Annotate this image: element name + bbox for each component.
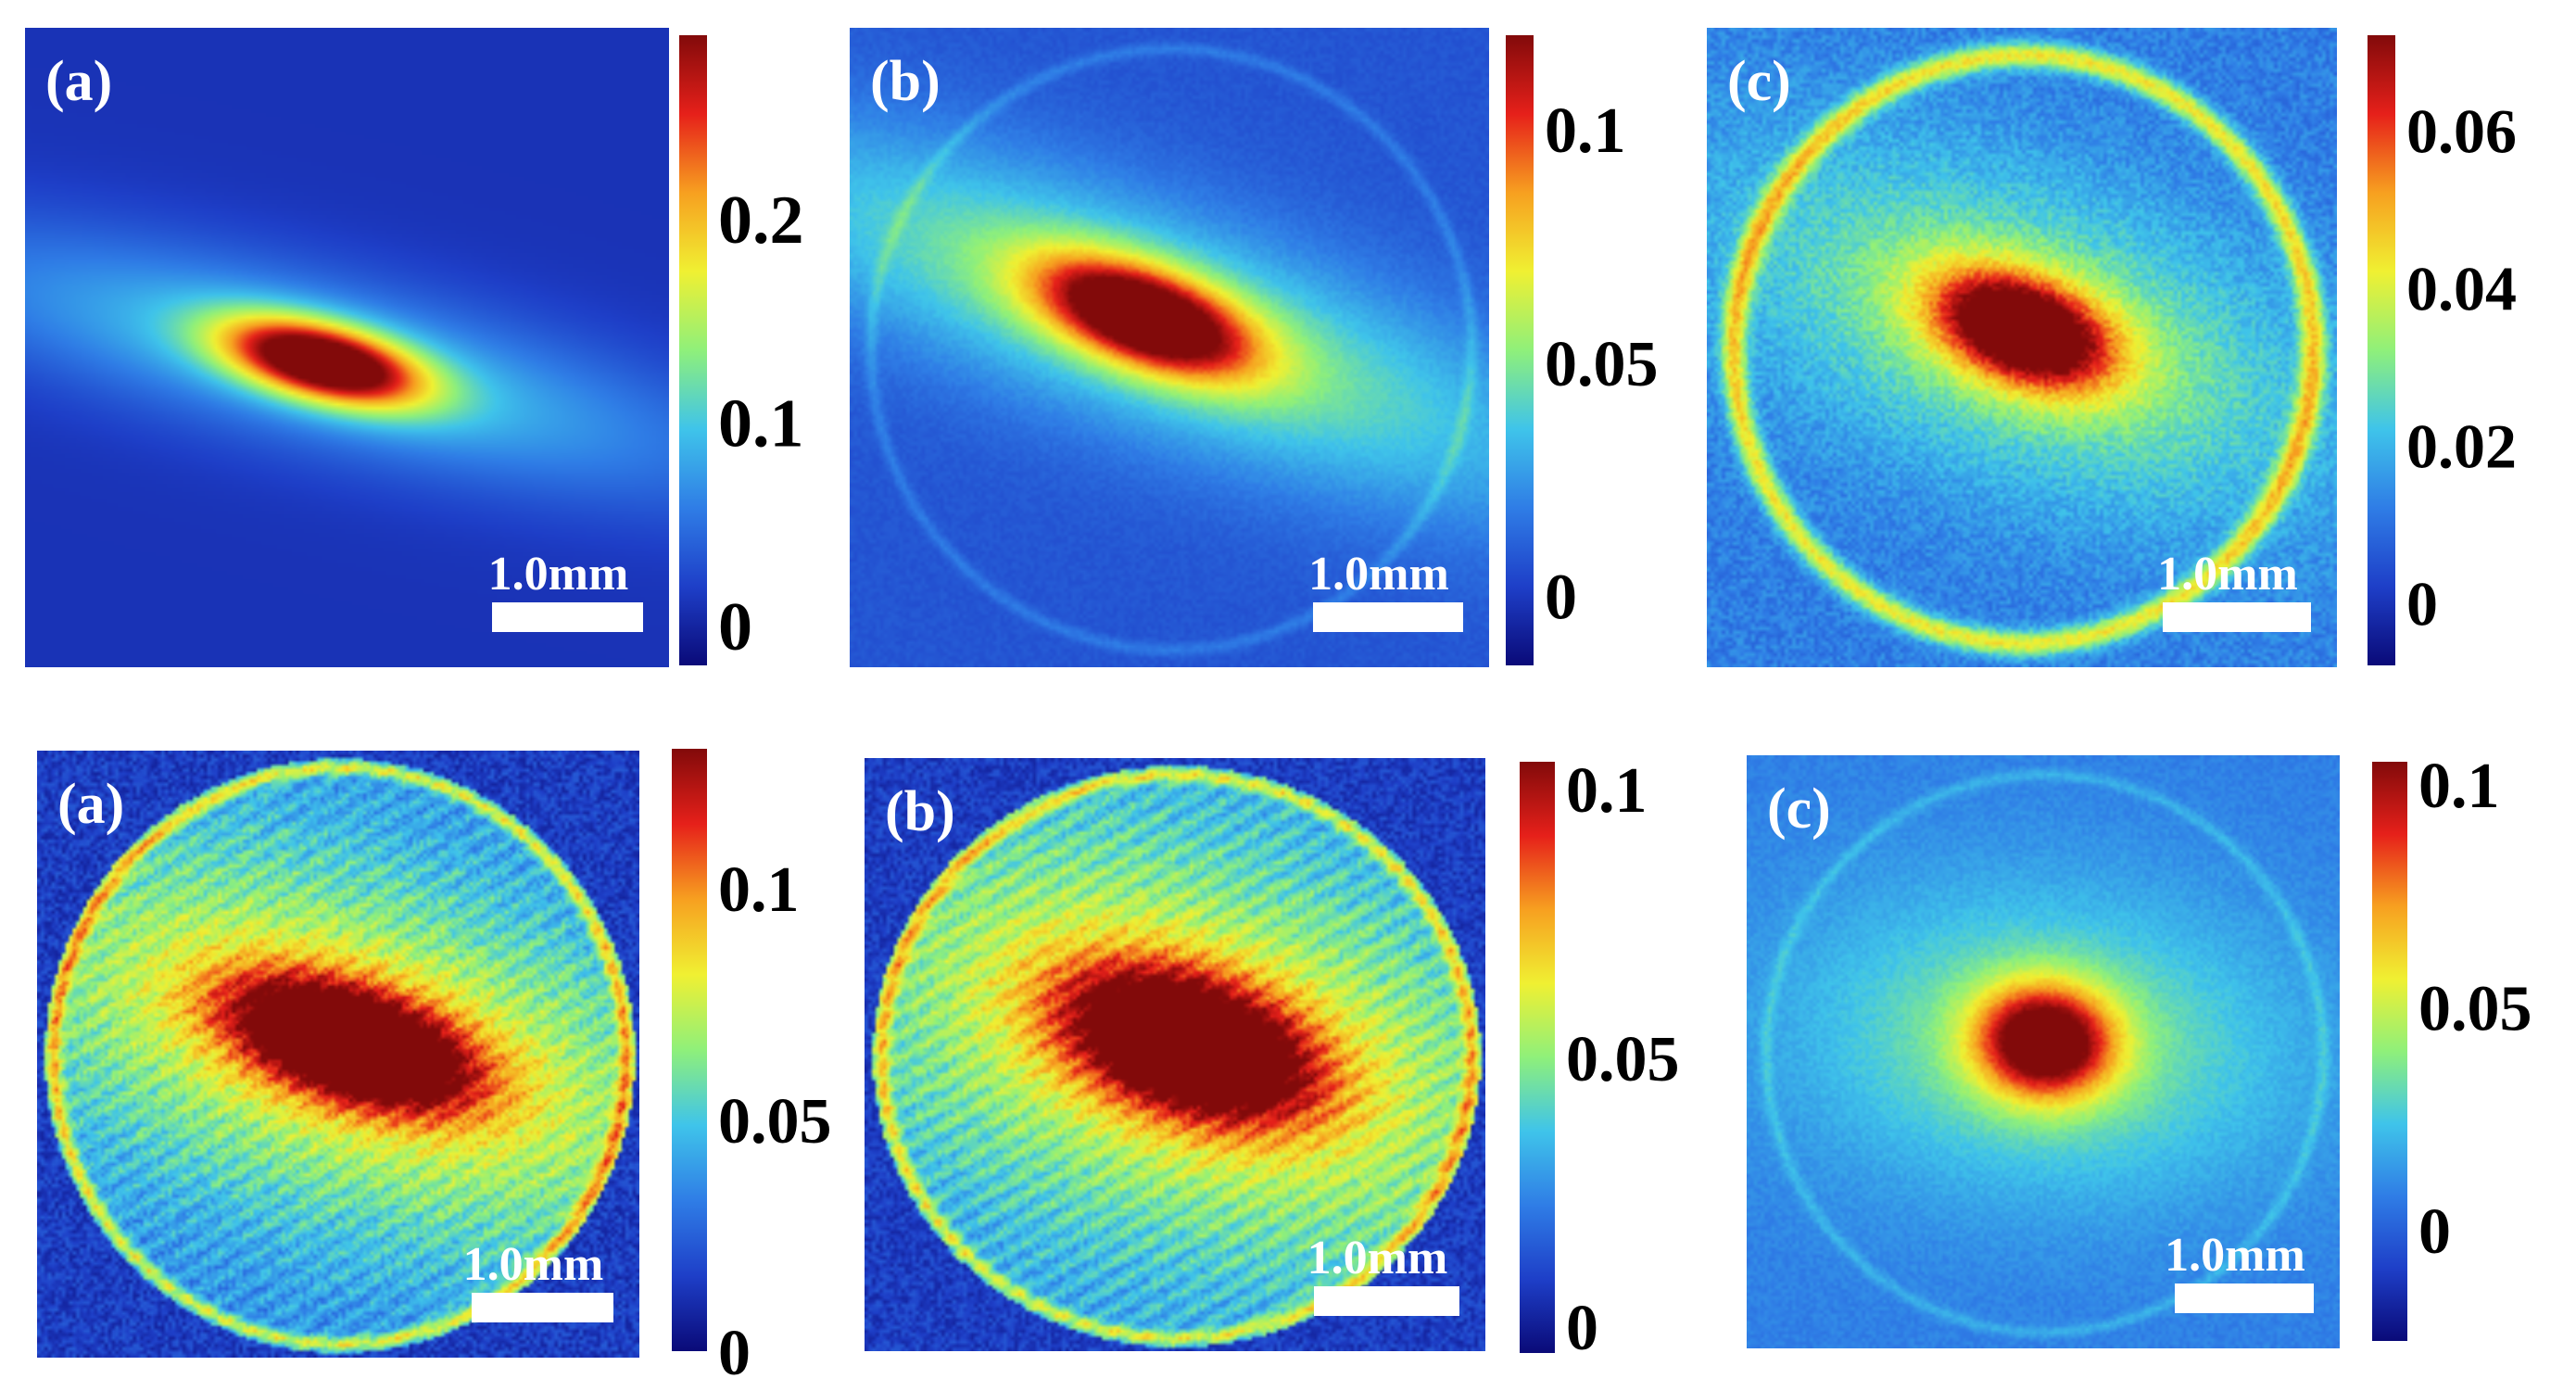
panel-label: (c) (1767, 778, 1831, 841)
scale-bar-label: 1.0mm (1307, 1232, 1448, 1284)
colorbar-tick-label: 0.05 (718, 1086, 832, 1157)
colorbar-tick-label: 0.1 (2418, 751, 2500, 822)
panel-label: (b) (870, 50, 941, 113)
heatmap-image (865, 758, 1485, 1351)
scale-bar (1314, 1286, 1459, 1316)
scale-bar (492, 602, 643, 632)
panel-2: (b) 1.0mm 0 0.05 0.1 (850, 28, 1659, 667)
scale-bar (2163, 602, 2311, 632)
colorbar-tick-label: 0 (718, 1318, 751, 1389)
panel-label: (c) (1727, 50, 1791, 113)
colorbar-tick-label: 0.04 (2406, 253, 2517, 323)
colorbar-tick-label: 0.06 (2406, 95, 2517, 166)
panel-label: (a) (45, 50, 112, 113)
heatmap-image (37, 751, 639, 1358)
colorbar-tick-label: 0.1 (718, 386, 804, 462)
colorbar-tick-label: 0.1 (1545, 95, 1626, 167)
heatmap-image (1747, 755, 2340, 1348)
colorbar (1506, 35, 1534, 665)
colorbar-tick-label: 0 (1566, 1293, 1598, 1364)
scale-bar (472, 1293, 613, 1322)
scale-bar-label: 1.0mm (463, 1238, 604, 1291)
panel-4: (a) 1.0mm 0 0.05 0.1 (37, 749, 832, 1389)
colorbar (2368, 35, 2395, 665)
colorbar (679, 35, 707, 665)
panel-6: (c) 1.0mm 0 0.05 0.1 (1747, 751, 2532, 1348)
colorbar-tick-label: 0.05 (1566, 1024, 1680, 1095)
scale-bar (2175, 1284, 2314, 1313)
heatmap-image (1707, 28, 2337, 667)
colorbar (1520, 762, 1555, 1353)
colorbar (2372, 762, 2407, 1341)
heatmap-image (25, 28, 669, 667)
scale-bar-label: 1.0mm (488, 548, 629, 601)
colorbar (672, 749, 707, 1351)
scale-bar (1313, 602, 1463, 632)
colorbar-tick-label: 0.2 (718, 183, 804, 259)
colorbar-tick-label: 0 (718, 589, 752, 665)
panel-1: (a) 1.0mm 0 0.1 0.2 (25, 28, 804, 667)
scale-bar-label: 1.0mm (1308, 548, 1449, 601)
panel-label: (b) (885, 780, 955, 843)
panel-3: (c) 1.0mm 0 0.02 0.04 0.06 (1707, 28, 2517, 667)
panel-5: (b) 1.0mm 0 0.05 0.1 (865, 755, 1680, 1364)
scale-bar-label: 1.0mm (2165, 1229, 2305, 1282)
colorbar-tick-label: 0.1 (1566, 755, 1648, 827)
colorbar-tick-label: 0.05 (2418, 974, 2532, 1045)
colorbar-tick-label: 0 (2418, 1196, 2451, 1268)
colorbar-tick-label: 0.02 (2406, 411, 2517, 481)
scale-bar-label: 1.0mm (2157, 548, 2298, 601)
panel-label: (a) (57, 773, 124, 836)
heatmap-image (850, 28, 1489, 667)
colorbar-tick-label: 0 (2406, 568, 2438, 639)
colorbar-tick-label: 0.05 (1545, 329, 1659, 400)
colorbar-tick-label: 0.1 (718, 854, 800, 926)
colorbar-tick-label: 0 (1545, 563, 1577, 634)
